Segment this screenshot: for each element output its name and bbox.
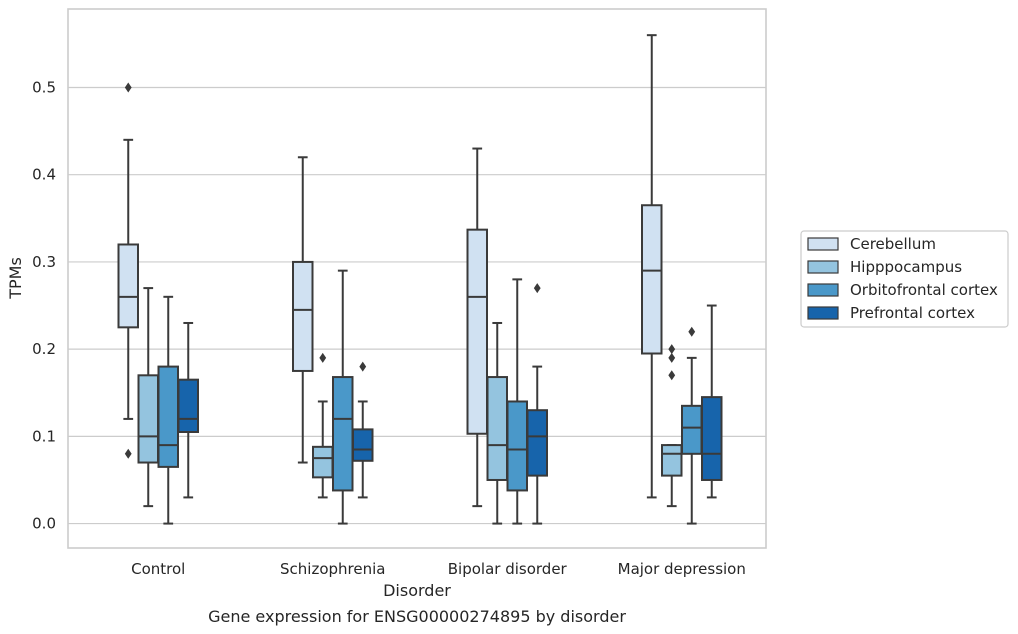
box-group bbox=[466, 147, 488, 508]
box-group bbox=[701, 304, 723, 499]
legend-swatch bbox=[807, 283, 839, 297]
outlier-point bbox=[668, 344, 676, 355]
iqr-box bbox=[526, 409, 548, 477]
box-series bbox=[117, 34, 723, 525]
outlier-point bbox=[668, 352, 676, 363]
iqr-box bbox=[661, 444, 683, 477]
iqr-box bbox=[681, 404, 703, 455]
x-tick-label: Major depression bbox=[618, 560, 746, 578]
iqr-box bbox=[292, 260, 314, 372]
outlier-point bbox=[668, 370, 676, 381]
box-group bbox=[352, 361, 374, 499]
box-group bbox=[506, 278, 528, 525]
box-group bbox=[486, 321, 508, 525]
iqr-box bbox=[486, 376, 508, 481]
outlier-point bbox=[124, 448, 132, 459]
legend-frame bbox=[800, 230, 1009, 328]
x-axis-ticks: Control Schizophrenia Bipolar disorder Majo… bbox=[131, 560, 746, 578]
outlier-point bbox=[319, 352, 327, 363]
y-tick-label: 0.5 bbox=[32, 78, 56, 96]
box-group bbox=[312, 352, 334, 499]
legend-swatch bbox=[807, 260, 839, 274]
outlier-point bbox=[533, 283, 541, 294]
outlier-point bbox=[688, 326, 696, 337]
iqr-box bbox=[701, 396, 723, 481]
outlier-point bbox=[359, 361, 367, 372]
box-group bbox=[641, 34, 663, 499]
iqr-box bbox=[506, 400, 528, 492]
iqr-box bbox=[466, 228, 488, 435]
legend-label: Prefrontal cortex bbox=[850, 304, 975, 322]
plot-frame bbox=[67, 8, 767, 549]
iqr-box bbox=[177, 378, 199, 434]
box-group bbox=[526, 283, 548, 525]
iqr-box bbox=[332, 376, 354, 492]
box-group bbox=[117, 82, 139, 459]
box-group bbox=[292, 156, 314, 464]
iqr-box bbox=[641, 204, 663, 355]
legend-label: Cerebellum bbox=[850, 235, 936, 253]
gridlines bbox=[68, 86, 766, 525]
y-tick-label: 0.2 bbox=[32, 340, 56, 358]
x-tick-label: Schizophrenia bbox=[280, 560, 385, 578]
iqr-box bbox=[137, 374, 159, 464]
iqr-box bbox=[117, 243, 139, 329]
legend-swatch bbox=[807, 306, 839, 320]
iqr-box bbox=[352, 428, 374, 462]
y-tick-label: 0.3 bbox=[32, 253, 56, 271]
y-axis-ticks: 0.0 0.1 0.2 0.3 0.4 0.5 bbox=[32, 78, 56, 532]
y-axis-label: TPMs bbox=[6, 257, 25, 300]
legend-swatch bbox=[807, 237, 839, 251]
box-group bbox=[681, 326, 703, 525]
outlier-point bbox=[124, 82, 132, 93]
y-tick-label: 0.0 bbox=[32, 515, 56, 533]
x-tick-label: Bipolar disorder bbox=[448, 560, 568, 578]
iqr-box bbox=[157, 365, 179, 468]
box-group bbox=[177, 321, 199, 499]
x-tick-label: Control bbox=[131, 560, 185, 578]
iqr-box bbox=[312, 445, 334, 479]
box-group bbox=[661, 344, 683, 508]
y-tick-label: 0.4 bbox=[32, 166, 56, 184]
legend: Cerebellum Hipppocampus Orbitofrontal cort… bbox=[800, 230, 1009, 328]
legend-label: Hipppocampus bbox=[850, 258, 962, 276]
figure-caption: Gene expression for ENSG00000274895 by d… bbox=[208, 607, 626, 626]
box-group bbox=[332, 269, 354, 525]
box-group bbox=[157, 295, 179, 525]
y-tick-label: 0.1 bbox=[32, 427, 56, 445]
x-axis-label: Disorder bbox=[383, 581, 451, 600]
box-group bbox=[137, 287, 159, 508]
legend-label: Orbitofrontal cortex bbox=[850, 281, 998, 299]
